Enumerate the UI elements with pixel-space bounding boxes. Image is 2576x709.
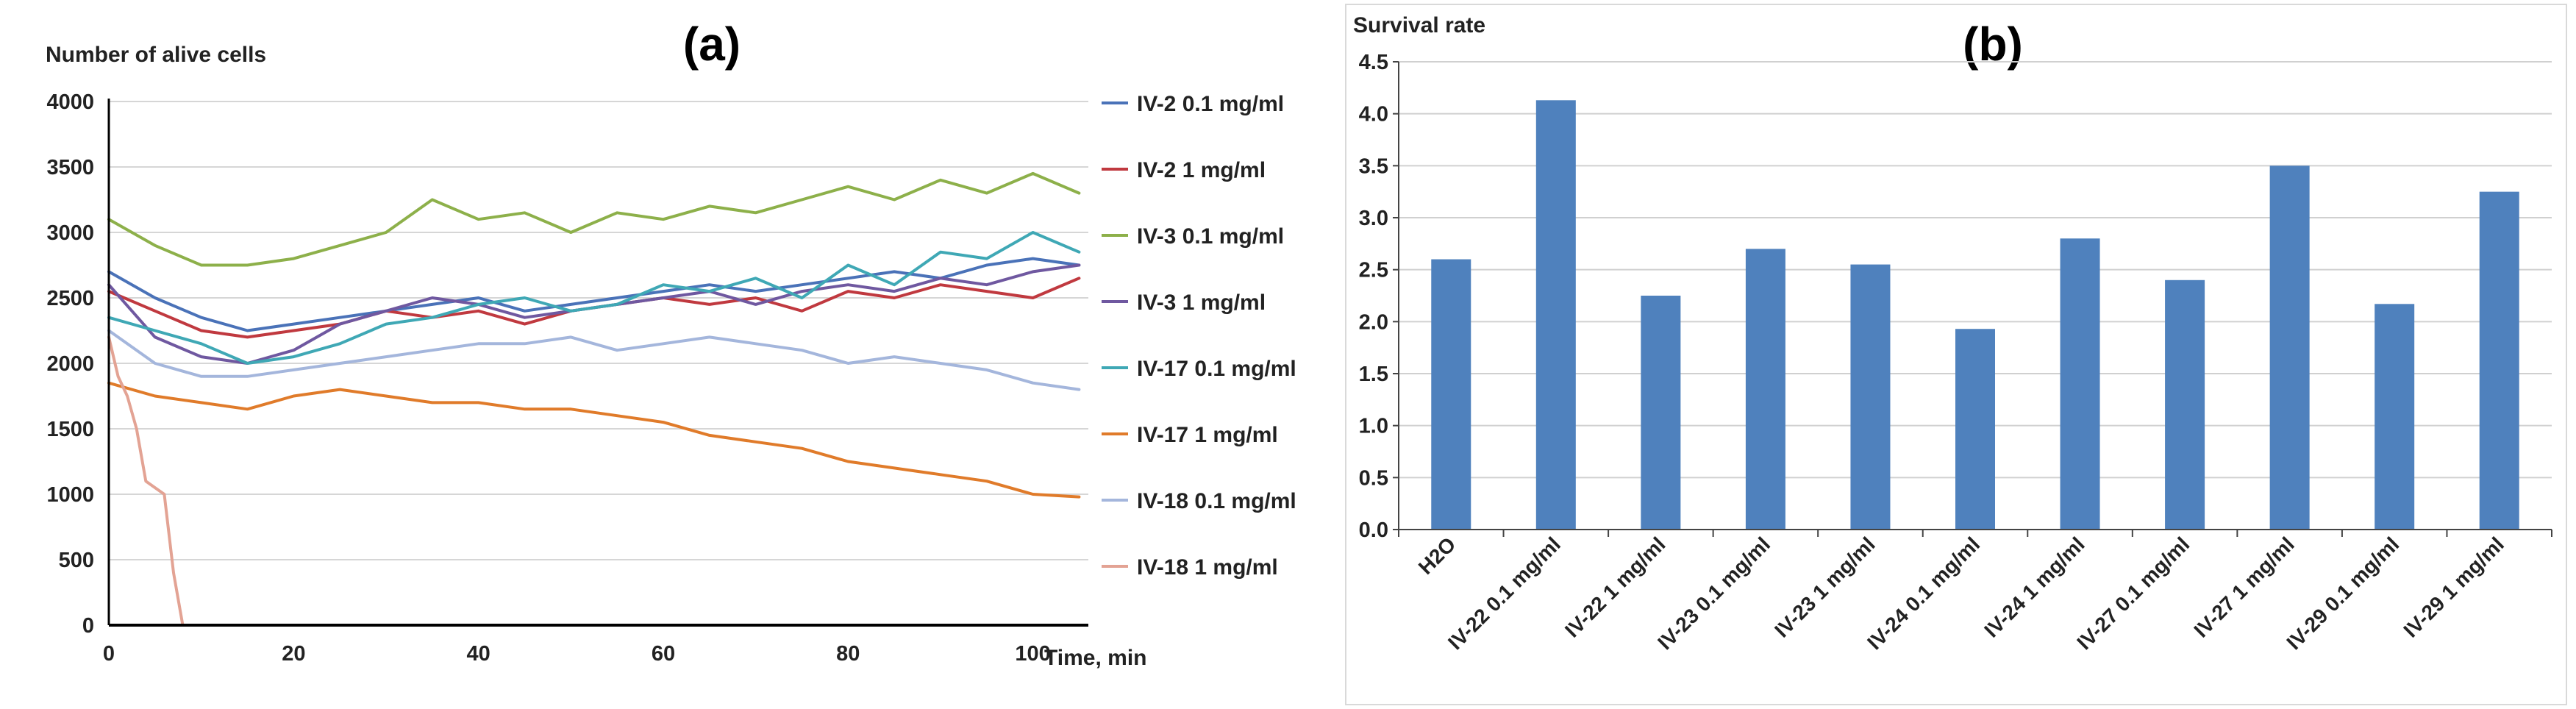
panel-b-bar (2165, 279, 2205, 530)
panel-a-x-tick-label: 40 (467, 642, 490, 666)
panel-b-bar (2060, 238, 2100, 530)
panel-b-bar (1431, 259, 1471, 530)
panel-a-series-line (107, 257, 1081, 332)
panel-a-series-line (107, 263, 1081, 365)
panel-a-legend: IV-2 0.1 mg/ml IV-2 1 mg/ml IV-3 0.1 mg/ml… (1102, 92, 1296, 580)
panel-b-bar (1535, 100, 1576, 530)
panel-b-category-label: IV-23 0.1 mg/ml (1653, 532, 1774, 654)
panel-a-x-tick-label: 80 (836, 642, 860, 666)
panel-b-bar (2479, 191, 2519, 530)
panel-b-frame (1345, 4, 2567, 705)
panel-b-category-label: IV-27 1 mg/ml (2189, 532, 2298, 641)
panel-b-label: (b) (1963, 18, 2023, 71)
panel-b-y-tick-label: 3.0 (1359, 207, 1388, 230)
panel-a-y-tick-label: 1500 (46, 418, 94, 441)
panel-a-axes (107, 99, 1088, 627)
panel-a-legend-label: IV-2 1 mg/ml (1137, 158, 1266, 182)
panel-a-gridlines (109, 101, 1088, 560)
panel-b-y-tick-label: 1.0 (1359, 415, 1388, 438)
panel-a-y-tick-label: 2500 (46, 287, 94, 310)
panel-b-y-tick-label: 1.5 (1359, 363, 1388, 386)
panel-a-y-tick-label: 500 (59, 549, 94, 572)
panel-a-legend-label: IV-17 1 mg/ml (1137, 423, 1278, 447)
panel-a-legend-label: IV-18 0.1 mg/ml (1137, 489, 1296, 513)
panel-a-y-tick-labels: 0 500 1000 1500 2000 2500 3000 3500 4000 (46, 90, 94, 638)
panel-b-category-label: IV-24 1 mg/ml (1980, 532, 2088, 641)
panel-b-category-label: IV-27 0.1 mg/ml (2072, 532, 2194, 654)
panel-a-y-tick-label: 1000 (46, 483, 94, 507)
panel-a-x-tick-label: 0 (103, 642, 115, 666)
panel-b-gridlines (1393, 61, 2552, 530)
panel-a-legend-label: IV-3 0.1 mg/ml (1137, 224, 1284, 249)
panel-b-bars (1431, 100, 2519, 530)
panel-a-series-line (107, 381, 1081, 499)
panel-b-y-axis-title: Survival rate (1353, 13, 1485, 38)
panel-a-x-tick-label: 20 (282, 642, 305, 666)
panel-a-legend-label: IV-2 0.1 mg/ml (1137, 92, 1284, 116)
panel-b-bar (1850, 264, 1891, 530)
panel-a-label: (a) (683, 18, 741, 71)
panel-a-series-line (107, 329, 1081, 391)
panel-a-legend-label: IV-3 1 mg/ml (1137, 291, 1266, 315)
panel-a-series-line (107, 231, 1081, 365)
panel-a-legend-label: IV-18 1 mg/ml (1137, 555, 1278, 580)
panel-b-bar (1641, 296, 1681, 530)
panel-a-x-tick-label: 100 (1015, 642, 1050, 666)
panel-b-y-tick-label: 2.0 (1359, 310, 1388, 334)
panel-b-category-label: H2O (1414, 532, 1460, 579)
panel-b-bar (1955, 329, 1995, 530)
panel-b-axes (1398, 62, 2552, 537)
panel-b-y-tick-label: 0.5 (1359, 466, 1388, 490)
panel-b-y-tick-label: 4.5 (1359, 51, 1388, 74)
panel-a-y-tick-label: 3500 (46, 156, 94, 179)
panel-b-y-tick-label: 3.5 (1359, 154, 1388, 178)
panel-b-bar (2375, 304, 2415, 530)
panel-a-y-tick-label: 0 (82, 614, 94, 638)
panel-a-y-axis-title: Number of alive cells (46, 43, 266, 67)
panel-b-category-label: IV-22 0.1 mg/ml (1444, 532, 1565, 654)
panel-b-y-tick-labels: 0.0 0.5 1.0 1.5 2.0 2.5 3.0 3.5 4.0 4.5 (1359, 51, 1388, 542)
panel-b-bar (2269, 165, 2310, 530)
panel-b-category-label: IV-22 1 mg/ml (1560, 532, 1669, 641)
panel-b-y-tick-label: 2.5 (1359, 259, 1388, 282)
panel-b-category-label: IV-24 0.1 mg/ml (1863, 532, 1984, 654)
panel-b-category-label: IV-23 1 mg/ml (1770, 532, 1879, 641)
panel-b-y-tick-label: 0.0 (1359, 519, 1388, 542)
panel-a-x-tick-label: 60 (652, 642, 675, 666)
panel-b-category-label: IV-29 0.1 mg/ml (2282, 532, 2403, 654)
panel-b-y-tick-label: 4.0 (1359, 103, 1388, 127)
panel-a-x-axis-title: Time, min (1044, 646, 1146, 670)
panel-a-x-tick-labels: 0 20 40 60 80 100 (103, 642, 1051, 666)
panel-a-y-tick-label: 3000 (46, 221, 94, 245)
panel-a-series-lines (107, 171, 1081, 627)
panel-a-y-tick-label: 4000 (46, 90, 94, 114)
panel-b-bar (1745, 249, 1785, 530)
panel-b-category-label: IV-29 1 mg/ml (2399, 532, 2508, 641)
panel-a-series-line (107, 171, 1081, 267)
panel-a-legend-label: IV-17 0.1 mg/ml (1137, 357, 1296, 381)
panel-a-y-tick-label: 2000 (46, 352, 94, 376)
panel-a-series-line (107, 335, 1081, 627)
